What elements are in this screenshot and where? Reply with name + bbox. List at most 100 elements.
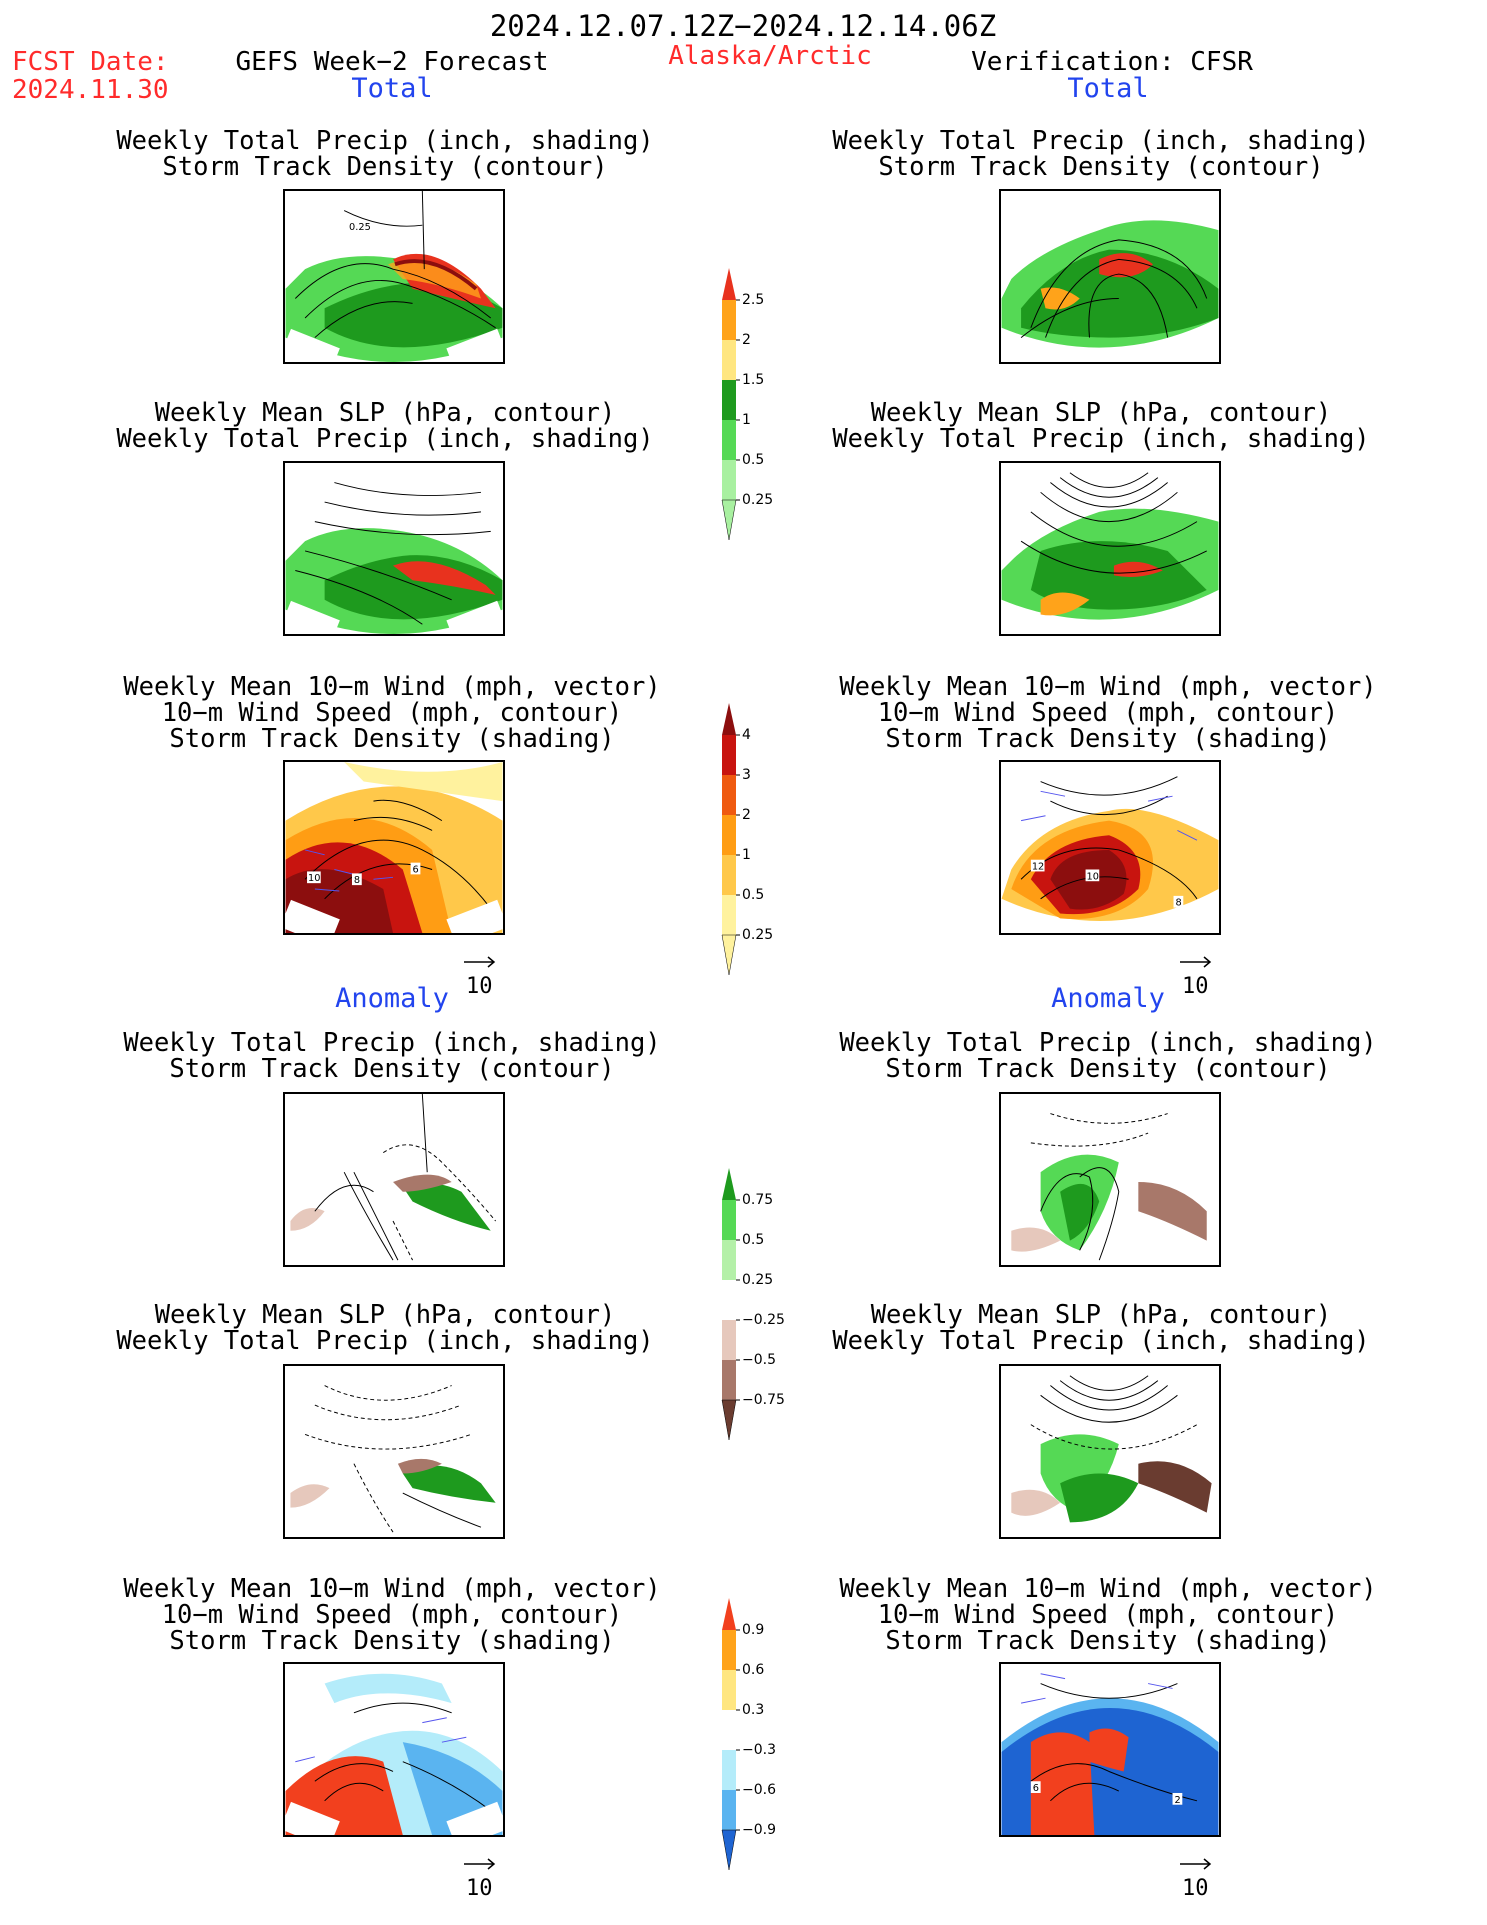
- colorbar-label: 0.6: [742, 1662, 765, 1678]
- colorbar-top-triangle: [722, 1168, 736, 1200]
- colorbar-label: 0.25: [742, 927, 774, 943]
- section-total-right: Total: [1067, 73, 1149, 104]
- colorbar-label: −0.75: [742, 1392, 785, 1408]
- colorbar-label: 0.25: [742, 1272, 774, 1288]
- colorbar-label: 0.5: [742, 887, 765, 903]
- contour-label: 8: [354, 875, 360, 886]
- colorbar-segment: [722, 735, 736, 775]
- colorbar-bottom-triangle: [721, 499, 737, 541]
- map-anomaly-precip-track-cfsr: [999, 1092, 1221, 1267]
- caption-line: Weekly Mean SLP (hPa, contour): [154, 398, 616, 428]
- map-anomaly-slp-precip-cfsr: [999, 1364, 1221, 1539]
- caption-line: Storm Track Density (shading): [169, 1626, 615, 1656]
- caption-wind-track: Weekly Mean 10−m Wind (mph, vector) 10−m…: [839, 674, 1376, 752]
- colorbar-segment: [722, 1360, 736, 1400]
- caption-line: Storm Track Density (contour): [878, 152, 1324, 182]
- colorbar-top-triangle: [722, 268, 736, 300]
- caption-line: Weekly Total Precip (inch, shading): [116, 1326, 654, 1356]
- arrow-right-icon: [1180, 1858, 1212, 1870]
- colorbar-segment: [722, 855, 736, 895]
- colorbar-label: 3: [742, 767, 751, 783]
- caption-line: Weekly Total Precip (inch, shading): [832, 126, 1370, 156]
- caption-line: Storm Track Density (contour): [169, 1054, 615, 1084]
- colorbar-bottom-triangle: [721, 1399, 737, 1441]
- caption-precip-track: Weekly Total Precip (inch, shading) Stor…: [832, 128, 1369, 180]
- forecast-model-label: GEFS Week−2 Forecast: [235, 47, 549, 77]
- section-anomaly-left: Anomaly: [335, 983, 449, 1014]
- colorbar-label: 1: [742, 847, 751, 863]
- colorbar-label: 0.25: [742, 492, 774, 508]
- caption-line: 10−m Wind Speed (mph, contour): [877, 1600, 1339, 1630]
- contour-label: 6: [1033, 1783, 1039, 1794]
- caption-line: 10−m Wind Speed (mph, contour): [161, 1600, 623, 1630]
- colorbar-top-triangle: [722, 703, 736, 735]
- colorbar-segment: [722, 895, 736, 935]
- colorbar-label: 2: [742, 332, 751, 348]
- contour-label: 2: [1174, 1795, 1180, 1806]
- colorbar-label: 1: [742, 412, 751, 428]
- caption-line: Storm Track Density (contour): [162, 152, 608, 182]
- map-anomaly-wind-storm-cfsr: 6 2: [999, 1662, 1221, 1837]
- caption-precip-track: Weekly Total Precip (inch, shading) Stor…: [123, 1030, 660, 1082]
- colorbar-graphic: [721, 1168, 740, 1441]
- section-anomaly-right: Anomaly: [1051, 983, 1165, 1014]
- colorbar-label: 0.75: [742, 1192, 774, 1208]
- colorbar-label: 0.9: [742, 1622, 765, 1638]
- colorbar-segment: [722, 1750, 736, 1790]
- arrow-right-icon: [464, 1858, 496, 1870]
- region-label: Alaska/Arctic: [668, 41, 872, 71]
- colorbar-label: 2: [742, 807, 751, 823]
- caption-line: Storm Track Density (contour): [885, 1054, 1331, 1084]
- colorbar-label: 2.5: [742, 292, 765, 308]
- arrow-right-icon: [464, 956, 496, 968]
- colorbar-label: 0.5: [742, 452, 765, 468]
- map-total-slp-precip-cfsr: [999, 461, 1221, 636]
- contour-label: 10: [1087, 871, 1099, 882]
- colorbar-segment: [722, 1200, 736, 1240]
- map-anomaly-precip-track-gefs: [283, 1092, 505, 1267]
- caption-line: Weekly Total Precip (inch, shading): [116, 126, 654, 156]
- colorbar-segment: [722, 1280, 736, 1320]
- colorbar-top-triangle: [722, 1598, 736, 1630]
- colorbar-segment: [722, 1630, 736, 1670]
- caption-line: Weekly Total Precip (inch, shading): [839, 1028, 1377, 1058]
- caption-line: 10−m Wind Speed (mph, contour): [161, 698, 623, 728]
- map-total-wind-storm-gefs: 10 8 6: [283, 760, 505, 935]
- colorbar-graphic: [721, 1598, 740, 1871]
- forecast-period: 2024.12.07.12Z−2024.12.14.06Z: [489, 9, 997, 43]
- colorbar-total-precip: 2.5 2 1.5 1 0.5 0.25: [720, 268, 800, 558]
- colorbar-label: 1.5: [742, 372, 765, 388]
- colorbar-label: −0.9: [742, 1822, 776, 1838]
- colorbar-label: 4: [742, 727, 751, 743]
- caption-slp-precip: Weekly Mean SLP (hPa, contour) Weekly To…: [832, 400, 1369, 452]
- map-total-wind-storm-cfsr: 12 10 8: [999, 760, 1221, 935]
- caption-line: Weekly Mean SLP (hPa, contour): [870, 398, 1332, 428]
- caption-line: Storm Track Density (shading): [885, 1626, 1331, 1656]
- caption-slp-precip: Weekly Mean SLP (hPa, contour) Weekly To…: [832, 1302, 1369, 1354]
- caption-wind-track: Weekly Mean 10−m Wind (mph, vector) 10−m…: [839, 1576, 1376, 1654]
- map-total-slp-precip-gefs: [283, 461, 505, 636]
- colorbar-segment: [722, 380, 736, 420]
- vector-reference: 10: [1176, 956, 1236, 1000]
- caption-wind-track: Weekly Mean 10−m Wind (mph, vector) 10−m…: [123, 1576, 660, 1654]
- colorbar-segment: [722, 1240, 736, 1280]
- caption-line: Storm Track Density (shading): [885, 724, 1331, 754]
- caption-line: Weekly Mean 10−m Wind (mph, vector): [123, 1574, 661, 1604]
- vector-reference-label: 10: [466, 974, 493, 999]
- vector-reference-label: 10: [1182, 1876, 1209, 1901]
- vector-reference-label: 10: [1182, 974, 1209, 999]
- colorbar-segment: [722, 460, 736, 500]
- colorbar-anomaly-storm-track: 0.9 0.6 0.3 −0.3 −0.6 −0.9: [720, 1598, 800, 1888]
- vector-reference: 10: [1176, 1858, 1236, 1902]
- caption-precip-track: Weekly Total Precip (inch, shading) Stor…: [116, 128, 653, 180]
- vector-reference: 10: [460, 956, 520, 1000]
- colorbar-total-storm-track: 4 3 2 1 0.5 0.25: [720, 703, 800, 993]
- colorbar-graphic: [721, 268, 740, 541]
- colorbar-label: 0.5: [742, 1232, 765, 1248]
- colorbar-segment: [722, 1670, 736, 1710]
- colorbar-segment: [722, 815, 736, 855]
- contour-label: 6: [413, 864, 419, 875]
- fcst-date-label: FCST Date:: [12, 47, 169, 77]
- colorbar-label: −0.25: [742, 1312, 785, 1328]
- colorbar-label: −0.6: [742, 1782, 776, 1798]
